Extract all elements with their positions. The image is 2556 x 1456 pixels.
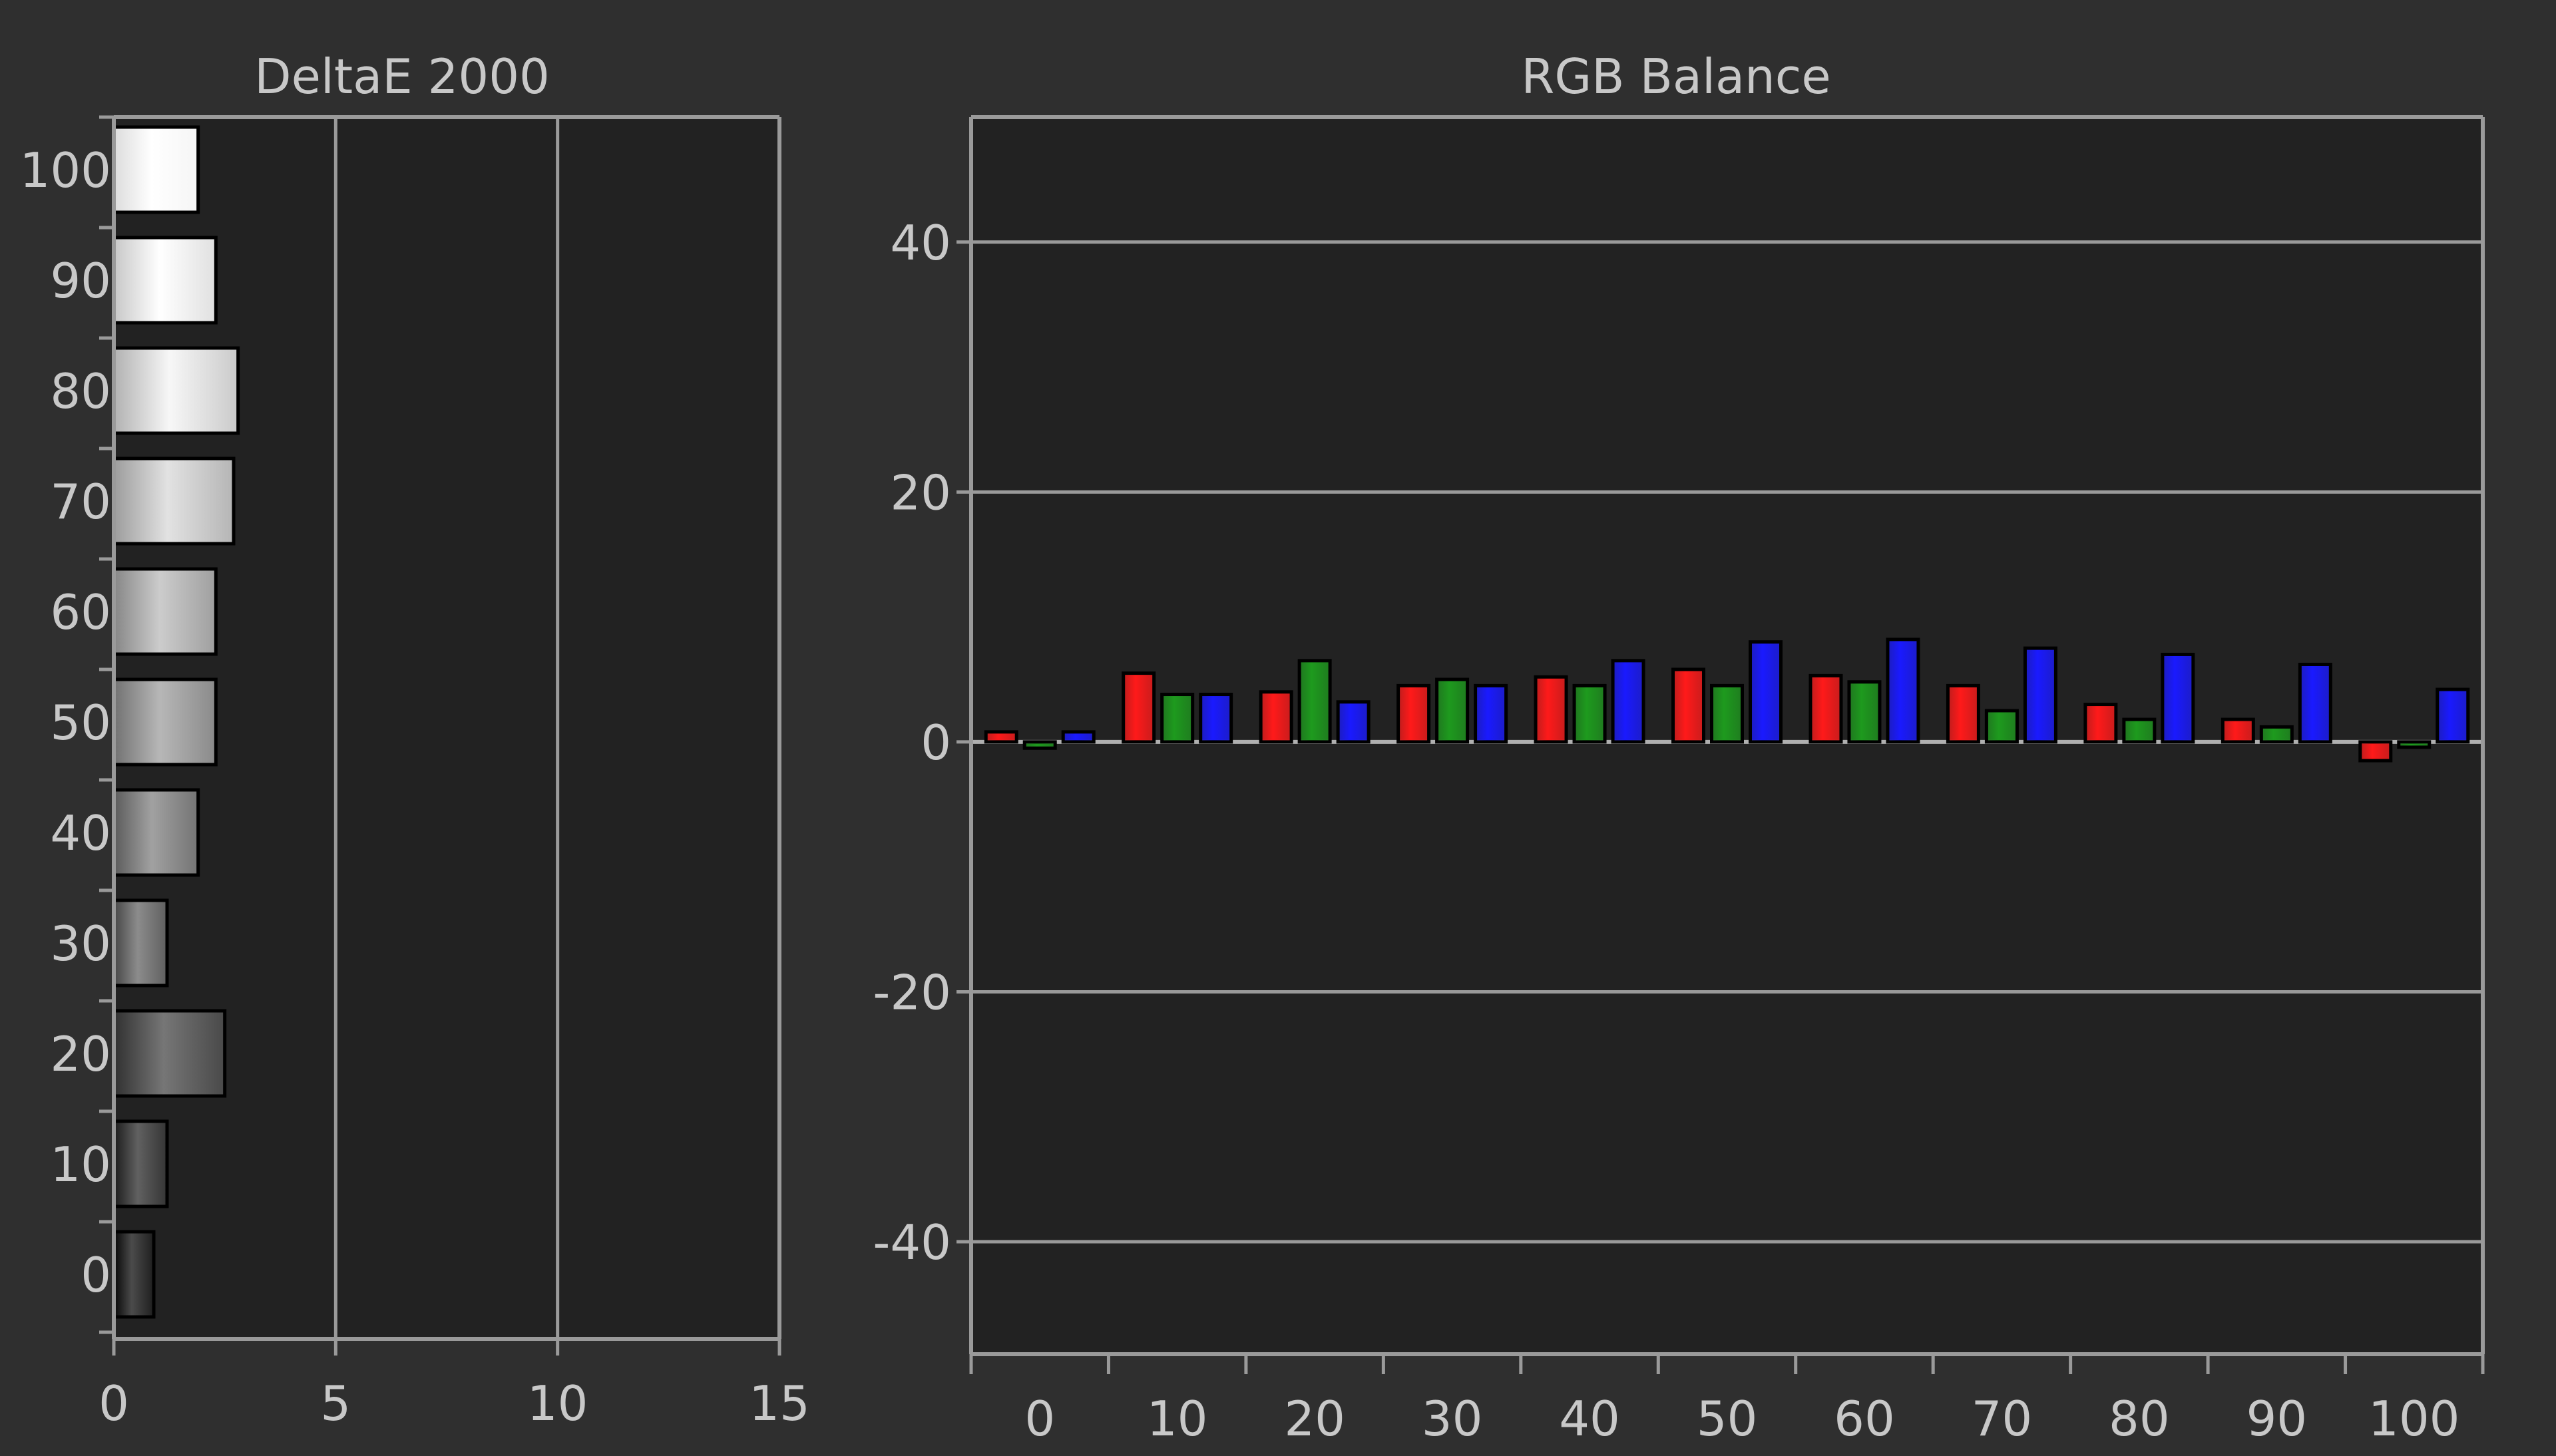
deltae-bar-100 [112,125,200,214]
deltae-bar-10 [112,1119,169,1208]
deltae-bar-70 [112,456,236,546]
rgb-x-tick-label: 70 [1972,1391,2033,1447]
rgb-x-tick-label: 90 [2246,1391,2308,1447]
deltae-y-tick-label: 80 [50,363,111,419]
rgb-chart-title: RGB Balance [1521,49,1830,104]
rgb-balance-chart: RGB Balance 40 20 0 -20 -40 0 10 20 30 40 50 60 70 8… [873,49,2485,1447]
deltae-bar-0 [112,1230,156,1319]
deltae-y-tick-label: 90 [50,253,111,309]
deltae-y-tick-label: 0 [81,1247,111,1303]
rgb-bar-red-100 [2358,740,2393,763]
rgb-bar-green-70 [1984,709,2019,744]
deltae-y-tick-label: 10 [50,1137,111,1192]
rgb-bar-green-90 [2259,725,2294,744]
rgb-y-tick-label: -40 [873,1214,951,1270]
deltae-bar-40 [112,788,200,877]
deltae-bar-90 [112,236,218,325]
rgb-bar-green-100 [2397,740,2432,749]
rgb-bar-red-20 [1259,690,1293,744]
deltae-bar-80 [112,346,240,435]
rgb-bar-green-10 [1160,693,1195,744]
rgb-bar-blue-20 [1336,700,1371,744]
rgb-bar-blue-80 [2161,652,2195,744]
rgb-y-tick-label: 40 [890,215,951,271]
rgb-bar-green-30 [1435,677,1470,744]
rgb-bar-green-60 [1847,680,1882,744]
rgb-bar-blue-70 [2023,646,2057,744]
deltae-x-tick-label: 10 [527,1375,588,1431]
deltae-plot-area [114,117,779,1339]
deltae-bar-60 [112,567,218,656]
deltae-y-tick-label: 20 [50,1026,111,1082]
rgb-bar-green-0 [1022,740,1057,750]
rgb-bar-red-70 [1946,683,1980,744]
rgb-bar-red-40 [1534,675,1568,744]
rgb-bar-green-20 [1297,659,1332,744]
rgb-bar-red-90 [2221,717,2255,744]
deltae-y-tick-label: 60 [50,584,111,640]
rgb-x-tick-label: 100 [2368,1391,2459,1447]
rgb-y-tick-label: 0 [921,715,951,771]
rgb-bar-red-30 [1396,683,1431,744]
rgb-bar-green-40 [1572,683,1607,744]
rgb-bar-blue-40 [1611,659,1645,744]
deltae-bar-30 [112,898,169,988]
deltae-y-tick-label: 100 [20,142,111,198]
rgb-bar-green-50 [1710,683,1744,744]
deltae-chart-title: DeltaE 2000 [254,49,550,104]
deltae-x-tick-label: 5 [320,1375,351,1431]
rgb-y-tick-label: -20 [873,964,951,1020]
rgb-x-tick-label: 40 [1559,1391,1620,1447]
rgb-bar-blue-10 [1199,693,1233,744]
deltae-x-tick-label: 15 [749,1375,810,1431]
rgb-x-tick-label: 0 [1024,1391,1055,1447]
rgb-x-tick-label: 60 [1834,1391,1895,1447]
deltae-y-tick-label: 30 [50,916,111,972]
rgb-bar-green-80 [2122,717,2157,744]
rgb-y-tick-label: 20 [890,464,951,520]
rgb-bar-red-60 [1809,673,1843,744]
rgb-x-tick-label: 10 [1147,1391,1208,1447]
rgb-bar-red-50 [1671,667,1705,744]
deltae-y-tick-label: 70 [50,474,111,530]
rgb-bar-red-0 [984,730,1018,744]
deltae-bar-50 [112,677,218,767]
deltae-bar-20 [112,1009,227,1098]
rgb-x-tick-label: 20 [1284,1391,1345,1447]
rgb-x-tick-label: 80 [2109,1391,2170,1447]
deltae-y-tick-label: 40 [50,805,111,861]
deltae-x-tick-label: 0 [99,1375,129,1431]
rgb-bar-red-10 [1122,671,1156,744]
rgb-bar-blue-30 [1474,683,1508,744]
rgb-bar-blue-0 [1061,730,1096,744]
rgb-x-tick-label: 30 [1422,1391,1483,1447]
rgb-bar-blue-60 [1886,637,1920,744]
rgb-bar-red-80 [2083,703,2118,744]
rgb-x-tick-label: 50 [1697,1391,1758,1447]
rgb-bar-blue-90 [2298,662,2332,744]
deltae-y-tick-label: 50 [50,695,111,751]
rgb-bar-blue-50 [1749,640,1783,744]
rgb-bar-blue-100 [2436,687,2470,744]
